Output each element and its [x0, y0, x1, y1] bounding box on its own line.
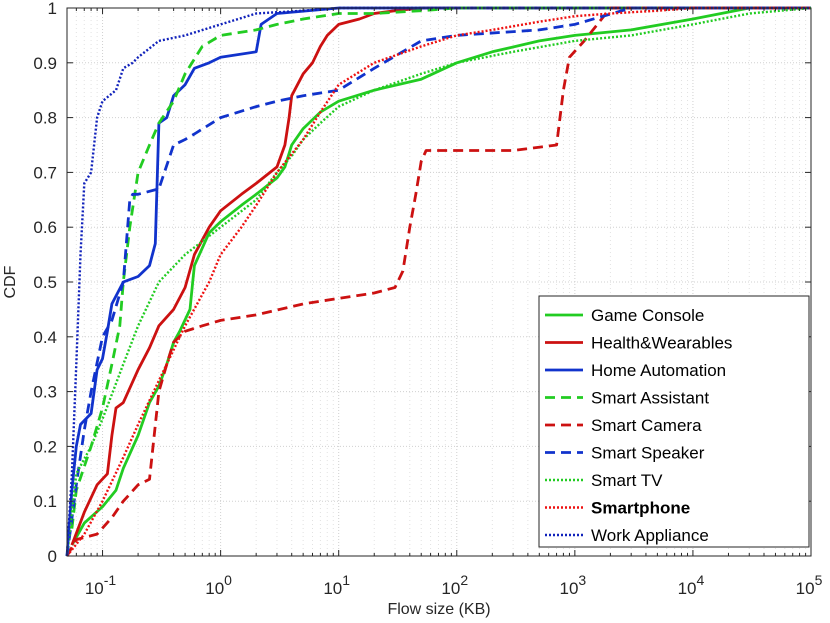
y-tick-label: 0.6	[33, 218, 57, 237]
series-line-smart-assistant	[70, 6, 811, 529]
x-tick-label: 102	[441, 572, 468, 598]
y-tick-label: 0.4	[33, 328, 57, 347]
series-line-smart-tv	[65, 6, 812, 557]
legend-label: Smartphone	[591, 499, 690, 518]
y-tick-label: 1	[48, 0, 57, 18]
y-tick-label: 0.2	[33, 437, 57, 456]
series-line-smartphone	[66, 6, 811, 557]
legend-box	[538, 295, 810, 548]
x-tick-label: 101	[323, 572, 350, 598]
x-tick-label: 105	[796, 572, 823, 598]
series-lines	[65, 6, 812, 557]
legend-label: Game Console	[591, 306, 704, 325]
legend-label: Work Appliance	[591, 526, 709, 545]
y-tick-label: 0	[48, 547, 57, 566]
series-line-work-appliance	[65, 6, 811, 557]
legend-label: Smart Speaker	[591, 444, 705, 463]
axis-ticks: 0 0.1 0.2 0.3 0.4 0.5 0.6 0.7 0.8 0.9 1 10-1 100 101 1…	[33, 0, 822, 598]
x-tick-label: 104	[678, 572, 705, 598]
series-line-smart-camera	[65, 6, 811, 557]
y-tick-label: 0.3	[33, 383, 57, 402]
x-tick-label: 103	[559, 572, 586, 598]
legend-label: Smart TV	[591, 471, 663, 490]
legend-label: Home Automation	[591, 361, 726, 380]
y-tick-label: 0.9	[33, 54, 57, 73]
series-line-health-wearables	[70, 6, 811, 546]
x-tick-label: 100	[205, 572, 232, 598]
x-tick-label: 10-1	[85, 572, 117, 598]
x-axis-title: Flow size (KB)	[387, 601, 490, 618]
legend-label: Health&Wearables	[591, 334, 732, 353]
legend-label: Smart Assistant	[591, 389, 709, 408]
legend-label: Smart Camera	[591, 416, 702, 435]
y-tick-label: 0.8	[33, 109, 57, 128]
y-tick-label: 0.7	[33, 163, 57, 182]
series-line-game-console	[70, 6, 811, 546]
y-axis-title: CDF	[2, 265, 19, 298]
y-tick-label: 0.1	[33, 492, 57, 511]
y-tick-label: 0.5	[33, 273, 57, 292]
legend: Game Console Health&Wearables Home Automat…	[538, 295, 810, 548]
